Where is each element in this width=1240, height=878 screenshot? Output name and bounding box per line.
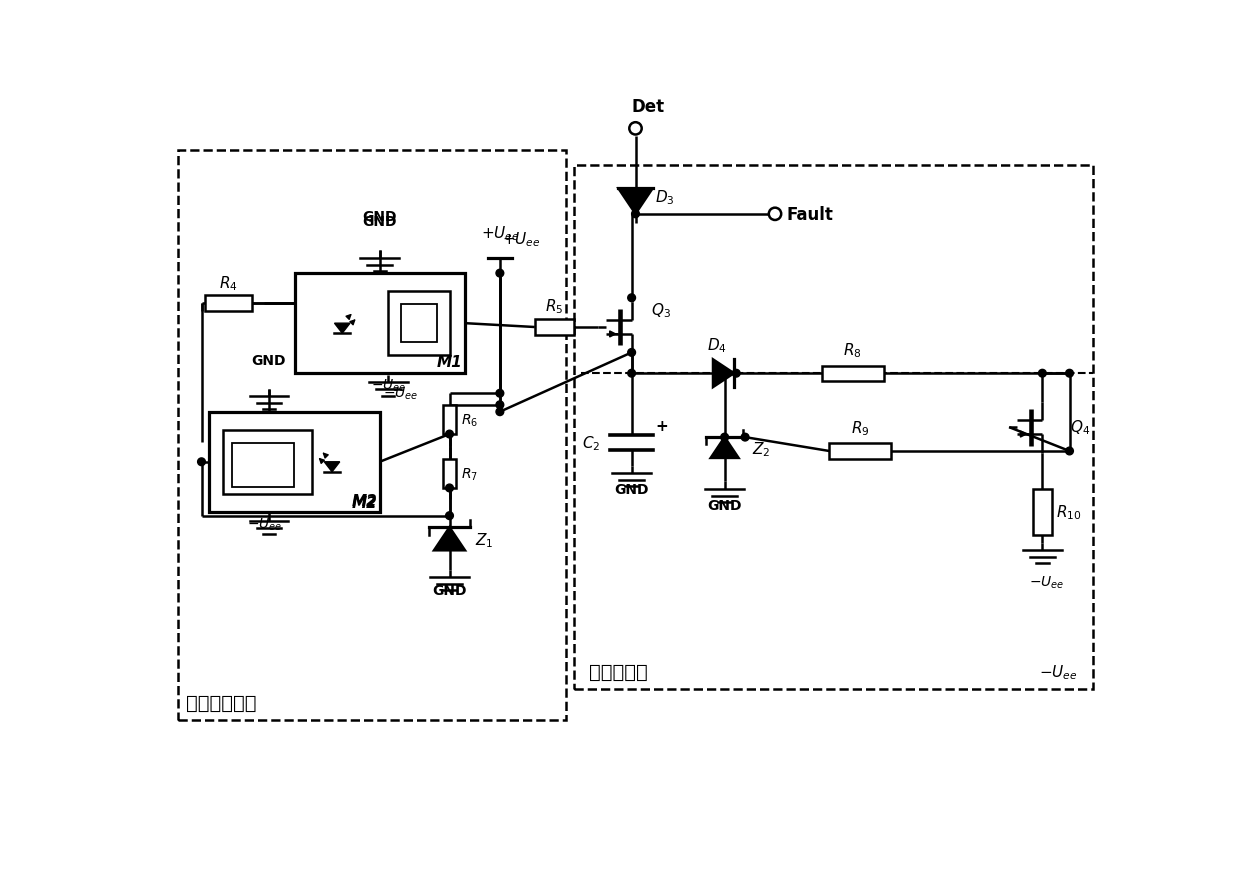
Text: GND: GND: [433, 583, 466, 597]
Bar: [388, 291, 450, 356]
Bar: [401, 305, 438, 343]
Bar: [443, 459, 456, 488]
Text: $R_4$: $R_4$: [219, 274, 238, 292]
Text: GND: GND: [614, 483, 649, 497]
Circle shape: [720, 434, 729, 442]
Circle shape: [733, 370, 740, 378]
Text: $+U_{ee}$: $+U_{ee}$: [481, 225, 520, 243]
Text: GND: GND: [362, 215, 397, 229]
Text: $Z_2$: $Z_2$: [751, 439, 770, 458]
Circle shape: [627, 370, 635, 378]
Circle shape: [445, 512, 454, 520]
Text: $R_8$: $R_8$: [843, 342, 862, 360]
Text: $R_{10}$: $R_{10}$: [1056, 503, 1081, 522]
Circle shape: [445, 485, 454, 493]
Bar: [223, 430, 311, 494]
Text: GND: GND: [707, 498, 742, 512]
Bar: [206, 296, 252, 312]
Text: GND: GND: [362, 210, 397, 224]
Text: $Z_1$: $Z_1$: [475, 530, 494, 550]
Bar: [295, 274, 465, 374]
Bar: [573, 166, 1092, 689]
Text: $D_4$: $D_4$: [707, 336, 727, 355]
Text: $D_3$: $D_3$: [655, 188, 675, 207]
Circle shape: [496, 408, 503, 416]
Text: +: +: [656, 419, 668, 434]
Text: M1: M1: [436, 355, 463, 370]
Text: 电源监测模块: 电源监测模块: [186, 694, 257, 712]
Text: $-U_{ee}$: $-U_{ee}$: [383, 385, 418, 402]
Circle shape: [445, 431, 454, 438]
Text: $R_6$: $R_6$: [461, 412, 479, 428]
Bar: [534, 320, 573, 335]
Bar: [232, 443, 294, 488]
Polygon shape: [713, 360, 734, 387]
Polygon shape: [434, 528, 465, 551]
Polygon shape: [335, 324, 350, 334]
Circle shape: [496, 270, 503, 277]
Circle shape: [197, 458, 206, 466]
Text: $C_2$: $C_2$: [583, 434, 600, 452]
Circle shape: [1065, 370, 1074, 378]
Circle shape: [742, 434, 749, 442]
Circle shape: [1065, 448, 1074, 456]
Circle shape: [496, 390, 503, 398]
Bar: [210, 413, 379, 512]
Circle shape: [631, 211, 640, 219]
Polygon shape: [711, 437, 739, 458]
Text: 预充电模块: 预充电模块: [589, 663, 647, 681]
Text: $-U_{ee}$: $-U_{ee}$: [371, 378, 405, 394]
Bar: [179, 151, 565, 720]
Text: $Q_4$: $Q_4$: [1069, 418, 1090, 437]
Circle shape: [496, 401, 503, 409]
Circle shape: [627, 294, 635, 302]
Text: $-U_{ee}$: $-U_{ee}$: [248, 516, 283, 532]
Text: $R_5$: $R_5$: [544, 298, 563, 316]
Text: $+U_{ee}$: $+U_{ee}$: [502, 231, 541, 249]
Text: M2: M2: [352, 495, 377, 510]
Text: $-U_{ee}$: $-U_{ee}$: [1029, 573, 1064, 590]
Circle shape: [720, 370, 729, 378]
Bar: [830, 443, 892, 459]
Text: Fault: Fault: [786, 205, 833, 224]
Bar: [443, 406, 456, 435]
Polygon shape: [325, 462, 340, 472]
Text: $R_7$: $R_7$: [461, 465, 479, 482]
Text: M2: M2: [352, 493, 377, 508]
Text: Det: Det: [631, 98, 665, 116]
Text: GND: GND: [252, 354, 286, 368]
Text: $-U_{ee}$: $-U_{ee}$: [1039, 663, 1078, 681]
Circle shape: [1039, 370, 1047, 378]
Circle shape: [627, 349, 635, 356]
Text: $Q_3$: $Q_3$: [651, 301, 671, 320]
Bar: [821, 366, 883, 381]
Bar: [1033, 489, 1052, 536]
Polygon shape: [619, 189, 652, 214]
Text: $R_9$: $R_9$: [851, 419, 869, 437]
